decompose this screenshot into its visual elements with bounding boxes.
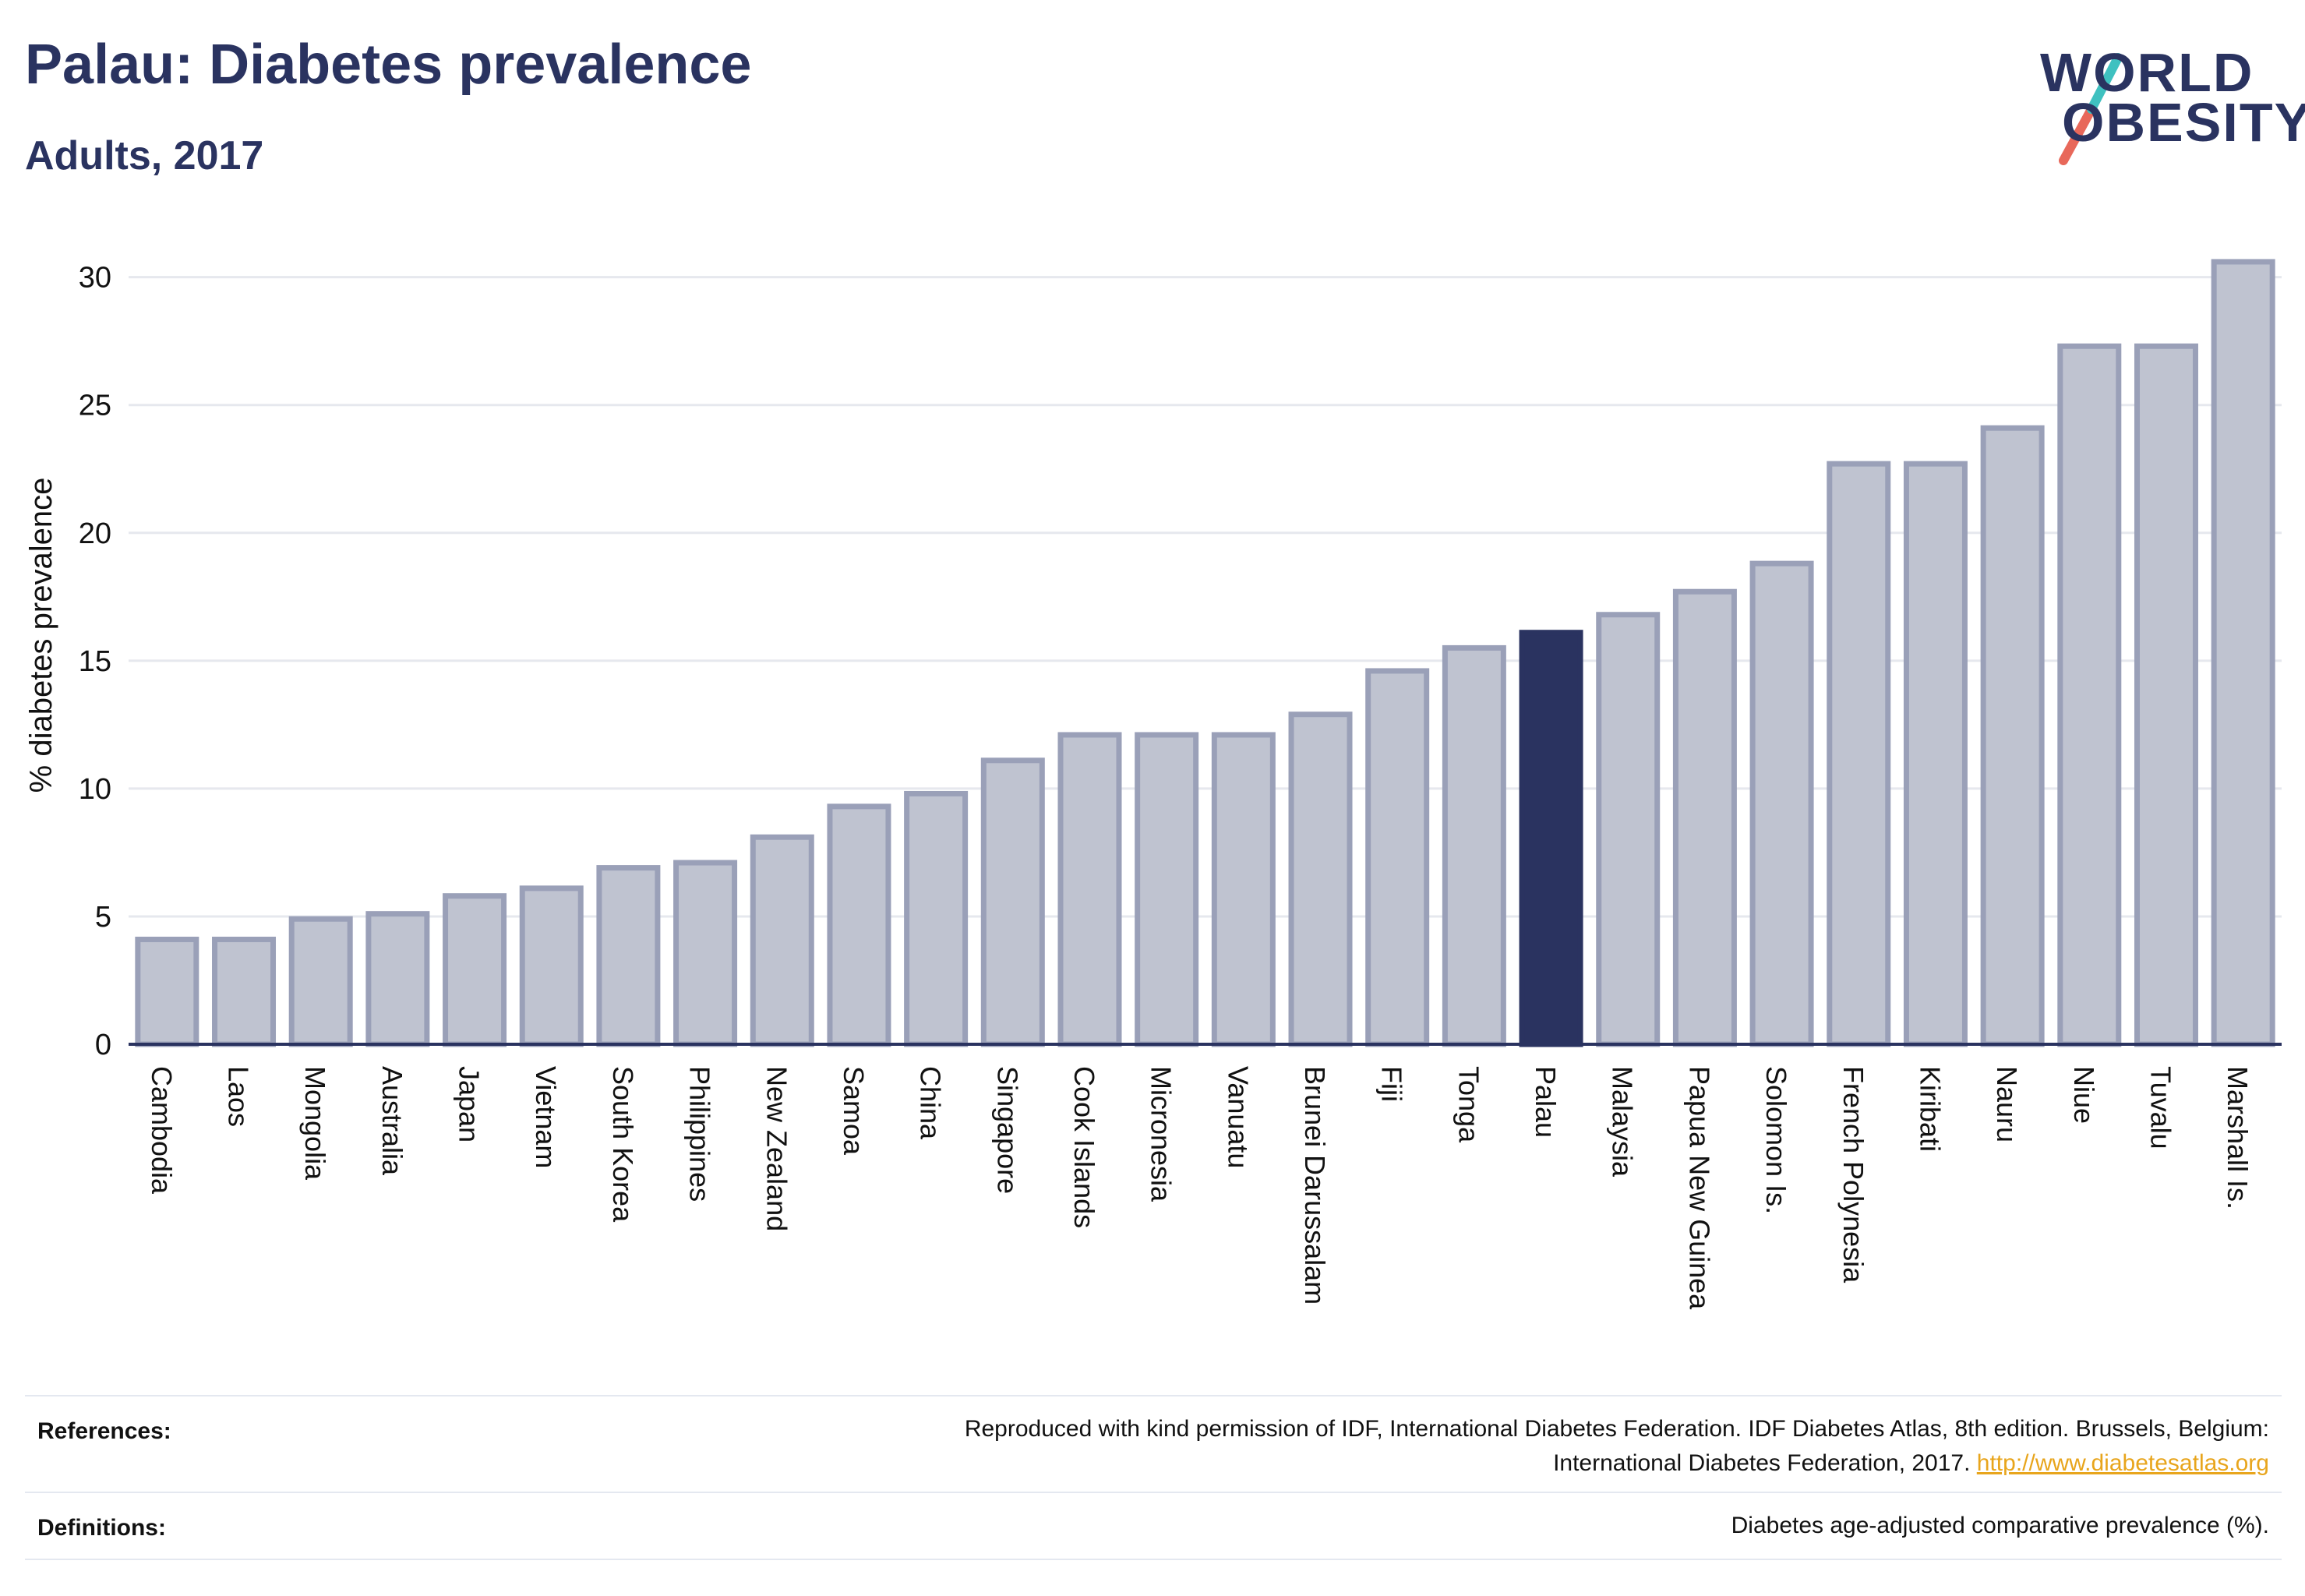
bar <box>519 885 584 1047</box>
bar <box>1827 461 1891 1047</box>
y-axis-label: % diabetes prevalence <box>24 478 58 793</box>
bar <box>288 916 353 1047</box>
x-tick-label: Philippines <box>684 1066 716 1202</box>
bar <box>673 860 738 1047</box>
x-tick-label: Palau <box>1530 1066 1562 1138</box>
x-tick-label: Mongolia <box>299 1066 331 1181</box>
x-tick-label: Japan <box>454 1066 485 1142</box>
bars <box>135 259 2275 1047</box>
x-tick-label: Micronesia <box>1145 1066 1177 1202</box>
logo-slash-lower <box>2059 104 2096 165</box>
logo-slash-upper <box>2087 53 2123 114</box>
x-tick-label: Malaysia <box>1607 1066 1639 1178</box>
bar <box>135 936 199 1047</box>
bar <box>1057 732 1122 1047</box>
bar-highlighted <box>1519 630 1583 1047</box>
x-tick-label: Cambodia <box>146 1066 178 1195</box>
definitions-label: Definitions: <box>37 1515 166 1541</box>
x-tick-label: Cook Islands <box>1068 1066 1100 1228</box>
logo-word-world: WORLD <box>2040 42 2254 103</box>
bar <box>1672 588 1737 1047</box>
y-tick-label: 25 <box>79 390 111 422</box>
x-tick-label: Laos <box>223 1066 255 1127</box>
references-line-2: International Diabetes Federation, 2017. <box>1553 1450 1971 1476</box>
x-tick-label: South Korea <box>607 1066 639 1223</box>
logo-slash-icon <box>2059 53 2123 165</box>
y-tick-label: 20 <box>79 517 111 550</box>
x-tick-label: Fiji <box>1376 1066 1408 1102</box>
bar <box>904 790 969 1047</box>
references-line-1: Reproduced with kind permission of IDF, … <box>964 1416 2269 1442</box>
y-tick-label: 30 <box>79 262 111 295</box>
footer-divider-top <box>25 1395 2282 1396</box>
bar <box>1596 612 1661 1047</box>
bar <box>750 834 814 1047</box>
bar <box>2134 343 2198 1047</box>
x-tick-label: Tuvalu <box>2144 1066 2176 1149</box>
y-tick-label: 15 <box>79 645 111 678</box>
bar <box>1749 560 1814 1047</box>
bar <box>443 893 507 1047</box>
bar <box>1365 668 1430 1047</box>
x-tick-label: French Polynesia <box>1837 1066 1869 1284</box>
footer-divider-bottom <box>25 1559 2282 1560</box>
bar <box>596 865 661 1047</box>
bar <box>980 757 1045 1047</box>
x-tick-label: Marshall Is. <box>2222 1066 2254 1209</box>
y-axis-ticks: 0 5 10 15 20 25 30 <box>79 262 111 1061</box>
logo-word-obesity: OBESITY <box>2062 92 2305 153</box>
x-tick-label: Niue <box>2068 1066 2100 1124</box>
bar <box>1135 732 1199 1047</box>
bar <box>365 911 430 1047</box>
y-tick-label: 0 <box>95 1029 111 1061</box>
footer-divider-middle <box>25 1492 2282 1493</box>
diabetes-atlas-link[interactable]: http://www.diabetesatlas.org <box>1976 1450 2269 1476</box>
bar <box>2057 343 2122 1047</box>
y-tick-label: 5 <box>95 901 111 934</box>
x-tick-label: Solomon Is. <box>1760 1066 1792 1214</box>
bar <box>212 936 277 1047</box>
bar <box>1288 711 1353 1047</box>
x-tick-label: Tonga <box>1453 1066 1484 1143</box>
bar <box>2211 259 2275 1047</box>
x-tick-label: Singapore <box>991 1066 1023 1194</box>
x-tick-label: Kiribati <box>1914 1066 1946 1152</box>
x-tick-label: China <box>915 1066 947 1140</box>
bar-chart: 0 5 10 15 20 25 30 Cambodia Laos Mongolia Austral… <box>24 259 2282 1310</box>
bar <box>1903 461 1968 1047</box>
bar <box>1442 644 1506 1047</box>
chart-subtitle: Adults, 2017 <box>25 133 264 178</box>
x-tick-label: Brunei Darussalam <box>1299 1066 1331 1305</box>
chart-title: Palau: Diabetes prevalence <box>25 34 752 96</box>
bar <box>1211 732 1276 1047</box>
bar <box>827 803 891 1047</box>
x-tick-label: New Zealand <box>761 1066 792 1231</box>
x-axis-labels: Cambodia Laos Mongolia Australia Japan Vietna… <box>146 1066 2254 1310</box>
definitions-text: Diabetes age-adjusted comparative preval… <box>1731 1513 2269 1538</box>
x-tick-label: Samoa <box>838 1066 870 1156</box>
x-tick-label: Papua New Guinea <box>1683 1066 1715 1310</box>
references-text: Reproduced with kind permission of IDF, … <box>399 1412 2269 1481</box>
x-tick-label: Australia <box>376 1066 408 1176</box>
x-tick-label: Vanuatu <box>1222 1066 1254 1168</box>
world-obesity-logo: WORLD OBESITY <box>2026 31 2305 171</box>
y-tick-label: 10 <box>79 773 111 806</box>
x-tick-label: Vietnam <box>530 1066 562 1168</box>
references-label: References: <box>37 1418 171 1444</box>
bar <box>1980 425 2045 1047</box>
x-tick-label: Nauru <box>1991 1066 2023 1142</box>
